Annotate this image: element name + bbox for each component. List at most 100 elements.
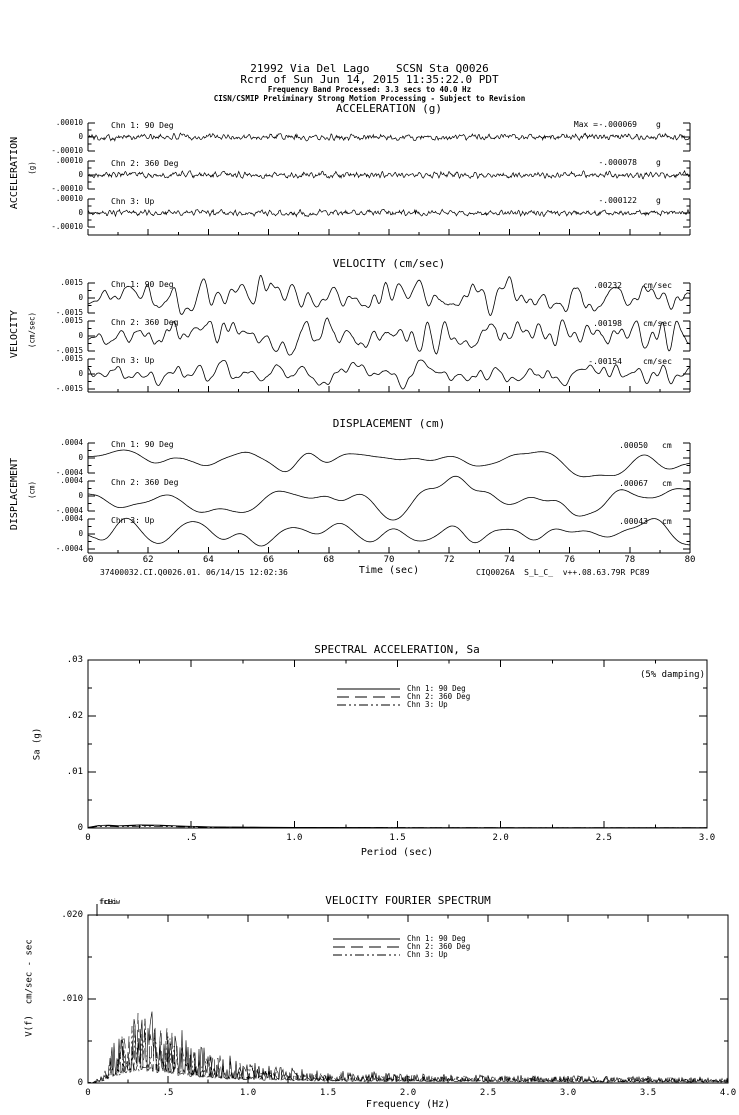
- velocity_time_series-ytick-bottom: -.0015: [55, 346, 83, 355]
- acceleration-section-title: ACCELERATION (g): [336, 102, 442, 115]
- velocity_time_series-ytick-top: .0015: [60, 278, 83, 287]
- acceleration_time_series-channel1-brackets: [87, 122, 691, 152]
- fourier-xtick-label: 3.5: [639, 1088, 657, 1098]
- sa-plot-frame: [87, 659, 708, 829]
- fourier-ytick-label: .020: [61, 910, 83, 920]
- acceleration_time_series-peak-units: g: [656, 158, 661, 167]
- fourier-y-axis-label: V(f) cm/sec - sec: [24, 939, 35, 1037]
- displacement_time_series-trace-chn3: [87, 517, 691, 547]
- velocity_time_series-ytick-bottom: -.0015: [55, 384, 83, 393]
- displacement-section-title: DISPLACEMENT (cm): [332, 417, 446, 430]
- fourier-xtick-label: 2.5: [479, 1088, 497, 1098]
- displacement_time_series-peak-value: .00043: [619, 517, 648, 526]
- velocity_time_series-peak-value: -.00154: [588, 357, 622, 366]
- sa-ytick-label: .03: [66, 655, 83, 665]
- time-axis-label: Time (sec): [358, 565, 420, 576]
- velocity_time_series-ytick-zero: 0: [78, 369, 83, 378]
- fourier-xtick-label: 1.5: [319, 1088, 337, 1098]
- time-tick-label: 66: [263, 555, 275, 565]
- velocity_time_series-trace-chn3: [87, 359, 691, 390]
- sa-ytick-label: 0: [77, 823, 83, 833]
- acceleration_time_series-x-axis: [87, 229, 691, 236]
- acceleration_time_series-ytick-top: .00010: [55, 156, 83, 165]
- sa-curve-chn3: [87, 825, 707, 829]
- velocity_time_series-peak-value: .00232: [593, 281, 622, 290]
- displacement_time_series-channel-label: Chn 3: Up: [111, 516, 155, 525]
- station-title: 21992 Via Del Lago SCSN Sta Q0026: [250, 62, 489, 75]
- velocity_time_series-ytick-bottom: -.0015: [55, 308, 83, 317]
- displacement_time_series-ytick-zero: 0: [78, 491, 83, 500]
- velocity_time_series-channel1-brackets: [87, 282, 691, 314]
- acceleration_time_series-trace-chn3: [87, 208, 691, 218]
- acceleration_time_series-ytick-zero: 0: [78, 208, 83, 217]
- acceleration_time_series-trace-chn1: [87, 132, 691, 142]
- fourier-spectrum-chn2: [87, 1012, 729, 1084]
- time-tick-label: 68: [323, 555, 335, 565]
- sa-legend-chn2: Chn 2: 360 Deg: [407, 692, 471, 701]
- sa-ytick-label: .02: [66, 711, 83, 721]
- acceleration_time_series-ytick-top: .00010: [55, 194, 83, 203]
- acceleration_time_series-peak-value: -.000078: [598, 158, 637, 167]
- displacement_time_series-peak-units: cm: [662, 479, 672, 488]
- displacement_time_series-channel-label: Chn 1: 90 Deg: [111, 440, 174, 449]
- frequency-band-note: Frequency Band Processed: 3.3 secs to 40…: [267, 85, 472, 94]
- displacement_time_series-trace-chn1: [87, 449, 691, 478]
- velocity_time_series-trace-chn2: [87, 317, 691, 356]
- fourier-x-axis-label: Frequency (Hz): [365, 1099, 451, 1110]
- velocity_time_series-peak-value: .00198: [593, 319, 622, 328]
- displacement_time_series-channel3-brackets: [87, 518, 691, 550]
- displacement_time_series-trace-chn2: [88, 475, 691, 521]
- displacement_time_series-channel1-brackets: [87, 442, 691, 474]
- displacement_time_series-ytick-top: .0004: [60, 476, 83, 485]
- sa-xtick-label: .5: [185, 833, 197, 843]
- fourier-xtick-label: 1.0: [239, 1088, 257, 1098]
- time-tick-label: 74: [503, 555, 515, 565]
- acceleration_time_series-channel-label: Chn 2: 360 Deg: [111, 159, 179, 168]
- velocity-axis-label: VELOCITY: [9, 309, 20, 359]
- acceleration_time_series-ytick-top: .00010: [55, 118, 83, 127]
- displacement_time_series-peak-units: cm: [662, 441, 672, 450]
- velocity_time_series-x-axis: [87, 386, 691, 393]
- acceleration_time_series-peak-value: -.000122: [598, 196, 637, 205]
- acceleration-axis-label: ACCELERATION: [9, 136, 20, 210]
- displacement_time_series-peak-value: .00050: [619, 441, 648, 450]
- velocity_time_series-channel-label: Chn 2: 360 Deg: [111, 318, 179, 327]
- acceleration_time_series-ytick-bottom: -.00010: [51, 222, 83, 231]
- velocity_time_series-ytick-top: .0015: [60, 316, 83, 325]
- displacement_time_series-ytick-top: .0004: [60, 514, 83, 523]
- displacement_time_series-channel2-brackets: [87, 480, 691, 512]
- damping-annotation: (5% damping): [639, 670, 705, 680]
- displacement_time_series-ytick-zero: 0: [78, 453, 83, 462]
- displacement_time_series-peak-value: .00067: [619, 479, 648, 488]
- fc-high-label: fcHi: [100, 898, 117, 906]
- fourier-xtick-label: 4.0: [719, 1088, 737, 1098]
- sa-curve-chn2: [87, 824, 707, 829]
- velocity_time_series-channel-label: Chn 1: 90 Deg: [111, 280, 174, 289]
- fourier-legend-chn1: Chn 1: 90 Deg: [407, 934, 466, 943]
- sa-xtick-label: 3.0: [698, 833, 716, 843]
- processing-version-footer: CIQ0026A S_L_C_ v++.08.63.79R PC89: [476, 568, 650, 577]
- acceleration_time_series-ytick-bottom: -.00010: [51, 146, 83, 155]
- velocity_time_series-channel3-brackets: [87, 358, 691, 390]
- fourier-xtick-label: 0: [85, 1088, 91, 1098]
- displacement_time_series-ytick-bottom: -.0004: [55, 544, 83, 553]
- velocity_time_series-ytick-zero: 0: [78, 331, 83, 340]
- acceleration_time_series-channel-label: Chn 3: Up: [111, 197, 155, 206]
- acceleration_time_series-peak-value: -.000069: [598, 120, 637, 129]
- sa-x-axis-label: Period (sec): [360, 847, 434, 858]
- velocity_time_series-ytick-top: .0015: [60, 354, 83, 363]
- sa-plot-title: SPECTRAL ACCELERATION, Sa: [314, 643, 480, 656]
- time-tick-label: 70: [383, 555, 395, 565]
- sa-legend-chn3: Chn 3: Up: [407, 700, 448, 709]
- acceleration_time_series-ytick-zero: 0: [78, 132, 83, 141]
- processing-note: CISN/CSMIP Preliminary Strong Motion Pro…: [213, 94, 526, 103]
- time-tick-label: 72: [443, 555, 455, 565]
- acceleration_time_series-channel-label: Chn 1: 90 Deg: [111, 121, 174, 130]
- displacement_time_series-ytick-zero: 0: [78, 529, 83, 538]
- displacement_time_series-ytick-bottom: -.0004: [55, 468, 83, 477]
- velocity-section-title: VELOCITY (cm/sec): [332, 257, 446, 270]
- acceleration_time_series-ytick-bottom: -.00010: [51, 184, 83, 193]
- velocity_time_series-peak-units: cm/sec: [643, 319, 672, 328]
- displacement_time_series-x-axis: [87, 547, 691, 554]
